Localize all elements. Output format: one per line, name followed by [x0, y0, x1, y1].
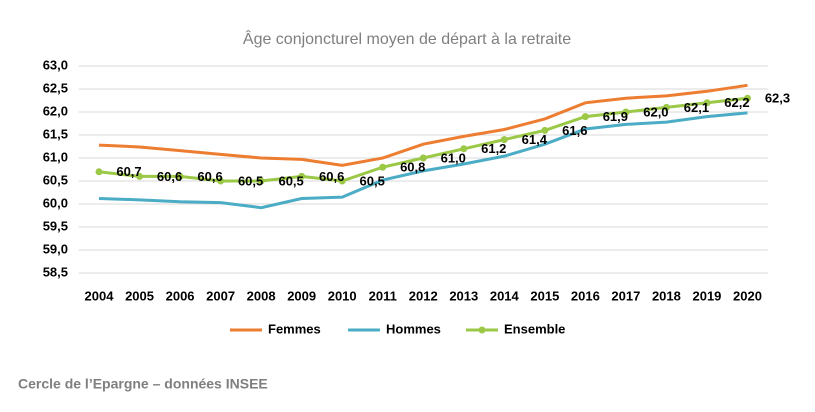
- point-marker: [460, 145, 468, 153]
- data-label: 60,6: [157, 169, 182, 184]
- y-tick-label: 62,0: [43, 103, 68, 118]
- data-label: 61,0: [441, 150, 466, 165]
- data-label: 60,5: [360, 173, 385, 188]
- x-tick-label: 2020: [733, 288, 762, 303]
- series-line: [98, 111, 748, 210]
- data-label: 62,3: [765, 91, 790, 106]
- data-label: 62,0: [643, 104, 668, 119]
- data-label: 60,7: [116, 164, 141, 179]
- data-label: 61,4: [522, 132, 548, 147]
- x-tick-label: 2016: [571, 288, 600, 303]
- x-tick-label: 2011: [369, 288, 397, 303]
- x-tick-label: 2015: [530, 288, 559, 303]
- x-tick-label: 2012: [409, 288, 438, 303]
- point-marker: [257, 177, 265, 185]
- point-marker: [581, 113, 589, 121]
- source-note: Cercle de l’Epargne – données INSEE: [18, 376, 268, 392]
- point-marker: [95, 168, 103, 176]
- point-marker: [217, 177, 225, 185]
- x-tick-label: 2004: [85, 288, 115, 303]
- legend-label: Hommes: [386, 321, 441, 336]
- data-label: 60,5: [278, 173, 303, 188]
- data-label: 60,6: [197, 169, 222, 184]
- x-tick-label: 2014: [490, 288, 520, 303]
- x-tick-label: 2005: [125, 288, 154, 303]
- x-tick-label: 2010: [328, 288, 357, 303]
- y-tick-label: 60,0: [43, 195, 68, 210]
- y-tick-label: 61,0: [43, 149, 68, 164]
- point-marker: [743, 94, 751, 102]
- point-marker: [136, 172, 144, 180]
- point-marker: [622, 108, 630, 116]
- x-tick-label: 2018: [652, 288, 681, 303]
- x-tick-label: 2009: [287, 288, 316, 303]
- data-label: 60,6: [319, 169, 344, 184]
- x-tick-label: 2008: [247, 288, 276, 303]
- data-label: 61,2: [481, 141, 506, 156]
- point-marker: [662, 103, 670, 111]
- point-marker: [500, 136, 508, 144]
- data-label: 61,9: [603, 109, 628, 124]
- x-tick-label: 2013: [449, 288, 478, 303]
- legend-label: Ensemble: [504, 321, 565, 336]
- data-label: 62,2: [724, 95, 749, 110]
- point-marker: [419, 154, 427, 162]
- point-marker: [338, 177, 346, 185]
- chart-title: Âge conjoncturel moyen de départ à la re…: [243, 29, 571, 48]
- y-tick-label: 63,0: [43, 57, 68, 72]
- data-label: 60,5: [238, 173, 263, 188]
- y-tick-label: 60,5: [43, 172, 68, 187]
- point-marker: [176, 172, 184, 180]
- y-tick-label: 61,5: [43, 126, 68, 141]
- y-tick-label: 62,5: [43, 80, 68, 95]
- point-marker: [379, 163, 387, 171]
- x-tick-label: 2007: [206, 288, 235, 303]
- series-line: [98, 83, 748, 167]
- legend-label: Femmes: [268, 321, 321, 336]
- y-tick-label: 59,5: [43, 218, 68, 233]
- point-marker: [703, 99, 711, 107]
- x-tick-label: 2006: [166, 288, 195, 303]
- y-tick-label: 58,5: [43, 264, 68, 279]
- data-label: 62,1: [684, 100, 709, 115]
- point-marker: [541, 126, 549, 134]
- data-label: 61,6: [562, 123, 587, 138]
- data-label: 60,8: [400, 160, 425, 175]
- x-tick-label: 2017: [611, 288, 640, 303]
- point-marker: [298, 172, 306, 180]
- x-tick-label: 2019: [692, 288, 721, 303]
- y-tick-label: 59,0: [43, 241, 68, 256]
- legend-marker: [478, 326, 486, 334]
